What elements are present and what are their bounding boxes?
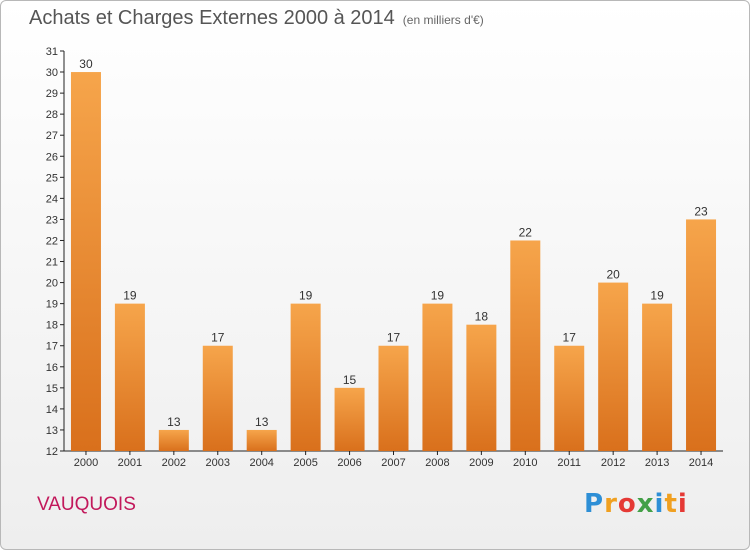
logo-letter: i [654, 489, 665, 519]
y-tick-label: 15 [46, 383, 58, 395]
logo-letter: r [604, 489, 618, 519]
bar-value-label: 15 [343, 373, 357, 387]
place-name: VAUQUOIS [37, 494, 136, 515]
bar-series: 30 19 13 17 13 19 15 17 19 18 22 17 20 19 23 [70, 57, 717, 451]
bar [158, 429, 189, 451]
x-tick-label: 2009 [469, 457, 493, 469]
bar-value-label: 19 [650, 289, 664, 303]
bar [70, 72, 101, 451]
y-tick-label: 24 [46, 193, 58, 205]
y-tick-label: 18 [46, 320, 58, 332]
y-tick-label: 23 [46, 214, 58, 226]
x-tick-label: 2000 [74, 457, 98, 469]
x-tick-label: 2012 [601, 457, 625, 469]
x-tick-label: 2008 [425, 457, 449, 469]
y-tick-label: 22 [46, 235, 58, 247]
bar-value-label: 17 [211, 331, 225, 345]
bar [598, 282, 629, 451]
bar [202, 345, 233, 451]
x-tick-label: 2002 [162, 457, 186, 469]
y-tick-label: 26 [46, 151, 58, 163]
logo-letter: t [664, 489, 678, 519]
x-tick-label: 2013 [645, 457, 669, 469]
bar-value-label: 13 [167, 415, 181, 429]
bar [114, 303, 145, 451]
bar-value-label: 17 [387, 331, 401, 345]
y-axis: 12 13 14 15 16 17 18 19 20 21 22 23 24 25 26 27 28 29 30 31 [46, 46, 65, 458]
x-tick-label: 2014 [689, 457, 713, 469]
bar [642, 303, 673, 451]
bar-value-label: 17 [563, 331, 577, 345]
y-tick-label: 19 [46, 299, 58, 311]
chart-title: Achats et Charges Externes 2000 à 2014 (e… [29, 7, 484, 30]
x-tick-label: 2004 [249, 457, 273, 469]
bar [422, 303, 453, 451]
bar [554, 345, 585, 451]
bar-value-label: 23 [694, 204, 708, 218]
logo-letter: i [677, 489, 688, 519]
y-tick-label: 12 [46, 446, 58, 458]
bar-value-label: 19 [123, 289, 137, 303]
y-tick-label: 21 [46, 257, 58, 269]
bar-value-label: 20 [606, 268, 620, 282]
logo-letter: o [617, 489, 637, 519]
y-tick-label: 13 [46, 425, 58, 437]
y-tick-label: 20 [46, 278, 58, 290]
y-tick-label: 29 [46, 88, 58, 100]
bar-value-label: 30 [79, 57, 93, 71]
chart-subtitle: (en milliers d'€) [402, 13, 484, 27]
x-tick-label: 2005 [293, 457, 317, 469]
x-tick-label: 2006 [337, 457, 361, 469]
y-tick-label: 27 [46, 130, 58, 142]
y-tick-label: 14 [46, 404, 58, 416]
bar [466, 324, 497, 451]
bar [334, 387, 365, 451]
bar-value-label: 19 [299, 289, 313, 303]
x-tick-label: 2003 [206, 457, 230, 469]
y-tick-label: 25 [46, 172, 58, 184]
bar [686, 219, 717, 451]
logo-letter: x [636, 489, 655, 519]
y-tick-label: 31 [46, 46, 58, 58]
logo-letter: P [584, 489, 605, 519]
bar [510, 240, 541, 451]
chart-title-text: Achats et Charges Externes 2000 à 2014 [29, 7, 395, 29]
bar [290, 303, 321, 451]
x-tick-label: 2007 [381, 457, 405, 469]
bar [246, 429, 277, 451]
x-axis: 2000 2001 2002 2003 2004 2005 2006 2007 2008 2009… [64, 450, 723, 469]
proxiti-logo: Proxiti [584, 489, 688, 519]
y-tick-label: 17 [46, 341, 58, 353]
y-tick-label: 16 [46, 362, 58, 374]
y-tick-label: 28 [46, 109, 58, 121]
bar [378, 345, 409, 451]
bar-value-label: 22 [519, 225, 533, 239]
bar-value-label: 13 [255, 415, 269, 429]
x-tick-label: 2010 [513, 457, 537, 469]
y-tick-label: 30 [46, 67, 58, 79]
x-tick-label: 2011 [557, 457, 581, 469]
bar-value-label: 18 [475, 310, 489, 324]
bar-value-label: 19 [431, 289, 445, 303]
x-tick-label: 2001 [118, 457, 142, 469]
